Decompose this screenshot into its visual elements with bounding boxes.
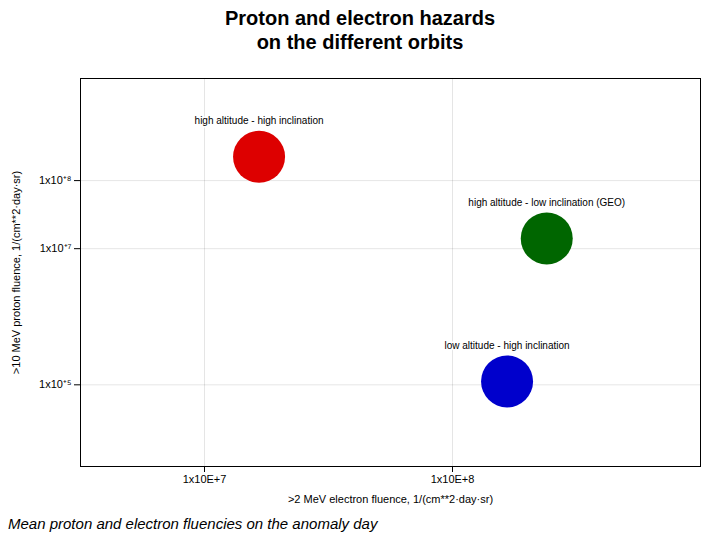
svg-text:1x10E+8: 1x10E+8 (431, 473, 475, 485)
svg-text:1x10E+7: 1x10E+7 (183, 473, 227, 485)
html-text:Proton and electron hazards: Proton and electron hazards (225, 7, 495, 29)
html-text:on the different orbits: on the different orbits (256, 31, 464, 53)
svg-text:high altitude - high inclinati: high altitude - high inclination (195, 115, 324, 126)
svg-text:1x10⁺⁷: 1x10⁺⁷ (40, 242, 72, 254)
svg-text:>10 MeV proton fluence, 1/(cm*: >10 MeV proton fluence, 1/(cm**2·day·sr) (10, 171, 22, 374)
svg-text:1x10⁺⁸: 1x10⁺⁸ (39, 174, 72, 186)
svg-text:>2 MeV electron fluence, 1/(cm: >2 MeV electron fluence, 1/(cm**2·day·sr… (288, 493, 493, 505)
svg-text:low altitude - high inclinatio: low altitude - high inclination (445, 340, 570, 351)
html-text:Mean proton and electron fluen: Mean proton and electron fluencies on th… (8, 515, 378, 532)
svg-text:1x10⁺⁵: 1x10⁺⁵ (39, 378, 71, 390)
svg-text:high altitude - low inclinatio: high altitude - low inclination (GEO) (468, 197, 625, 208)
